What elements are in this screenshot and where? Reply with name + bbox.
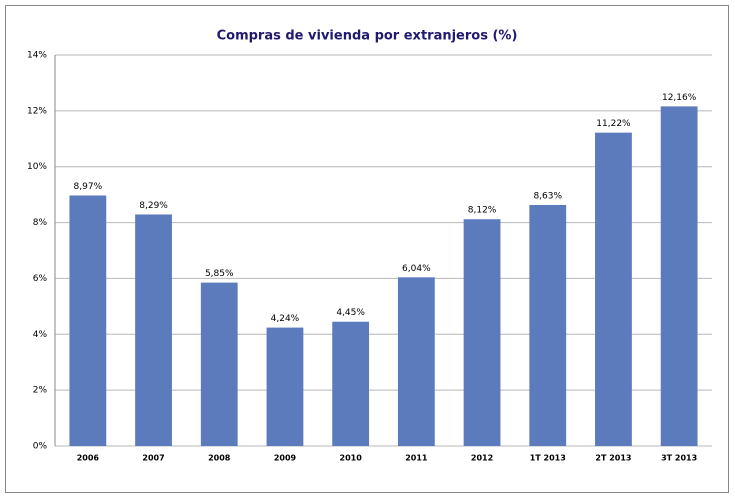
x-tick-label: 2006 (77, 454, 100, 463)
data-label: 4,45% (336, 308, 365, 318)
x-tick-label: 2010 (340, 454, 363, 463)
y-tick-label: 12% (27, 106, 47, 116)
bar (595, 132, 632, 447)
x-tick-label: 3T 2013 (661, 454, 697, 463)
data-label: 11,22% (596, 119, 631, 129)
bar (200, 282, 238, 446)
bar (397, 277, 435, 446)
data-label: 8,29% (139, 201, 168, 211)
bar (266, 327, 304, 446)
bar (69, 195, 107, 446)
x-tick-label: 2008 (208, 454, 231, 463)
data-label: 5,85% (205, 269, 234, 279)
data-label: 4,24% (271, 314, 300, 324)
data-label: 6,04% (402, 264, 431, 274)
data-label: 8,97% (74, 182, 103, 192)
chart-title: Compras de vivienda por extranjeros (%) (217, 29, 518, 44)
y-tick-label: 4% (33, 330, 48, 340)
data-label: 8,63% (533, 191, 562, 201)
data-label: 12,16% (662, 93, 697, 103)
bar (660, 106, 698, 446)
y-tick-label: 10% (27, 162, 47, 172)
bar (332, 321, 370, 446)
x-tick-label: 2T 2013 (595, 454, 631, 463)
x-tick-label: 2011 (405, 454, 428, 463)
y-tick-label: 14% (27, 51, 47, 61)
y-tick-label: 0% (33, 442, 48, 452)
x-tick-label: 2012 (471, 454, 493, 463)
bar (529, 204, 567, 446)
data-label: 8,12% (468, 206, 497, 216)
bar (463, 219, 501, 446)
x-tick-label: 1T 2013 (530, 454, 566, 463)
bar (135, 214, 172, 446)
x-tick-label: 2007 (142, 454, 164, 463)
y-tick-label: 6% (33, 274, 48, 284)
x-tick-label: 2009 (274, 454, 297, 463)
y-tick-label: 8% (33, 218, 48, 228)
y-tick-label: 2% (33, 386, 48, 396)
